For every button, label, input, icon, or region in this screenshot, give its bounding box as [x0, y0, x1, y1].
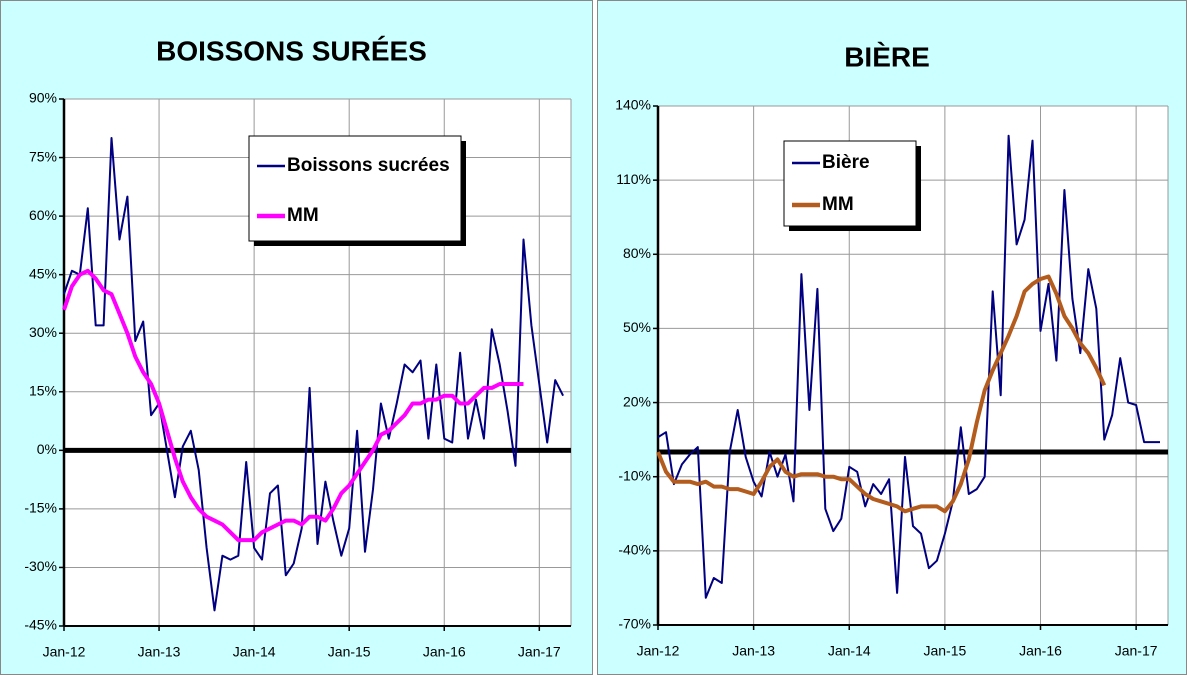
y-tick-label: 75% — [29, 148, 57, 164]
series-line — [63, 137, 564, 612]
y-tick-label: -15% — [24, 500, 57, 516]
y-tick-label: 50% — [623, 319, 651, 335]
x-tick-label: Jan-16 — [423, 644, 466, 660]
y-tick-label: 30% — [29, 324, 57, 340]
y-tick-label: -70% — [618, 616, 651, 632]
y-tick-label: 0% — [37, 441, 57, 457]
legend-box — [248, 135, 462, 242]
panel: BIÈRE -70% -40% -10% 20% 50% 80% 110% 140% Jan-12… — [597, 0, 1187, 675]
x-tick-label: Jan-12 — [637, 643, 680, 659]
legend: Boissons sucrées MM — [248, 135, 466, 246]
y-tick-label: 45% — [29, 265, 57, 281]
series-line — [656, 274, 1107, 514]
legend-box — [783, 140, 917, 227]
x-tick-label: Jan-16 — [1019, 643, 1062, 659]
chart-title: BOISSONS SURÉES — [156, 35, 427, 66]
panel: BOISSONS SURÉES -45% -30% -15% 0% 15% 30% 45% 60… — [0, 0, 593, 675]
x-tick-label: Jan-12 — [43, 644, 86, 660]
series-line — [62, 268, 524, 543]
x-tick-label: Jan-14 — [233, 644, 276, 660]
x-tick-label: Jan-17 — [518, 644, 561, 660]
x-tick-label: Jan-13 — [138, 644, 181, 660]
x-tick-label: Jan-17 — [1115, 643, 1158, 659]
y-tick-label: 20% — [623, 393, 651, 409]
legend-label: Boissons sucrées — [287, 155, 450, 176]
series-line — [657, 134, 1160, 599]
chart: BOISSONS SURÉES -45% -30% -15% 0% 15% 30% 45% 60… — [24, 35, 572, 660]
chart-title: BIÈRE — [844, 41, 930, 72]
x-tick-label: Jan-13 — [732, 643, 775, 659]
chart: BIÈRE -70% -40% -10% 20% 50% 80% 110% 140% Jan-12… — [615, 41, 1169, 659]
legend-label: Bière — [822, 152, 870, 173]
y-tick-label: 60% — [29, 207, 57, 223]
y-tick-label: -10% — [618, 467, 651, 483]
x-tick-label: Jan-15 — [923, 643, 966, 659]
y-tick-label: -45% — [24, 617, 57, 633]
y-tick-label: -30% — [24, 558, 57, 574]
x-tick-label: Jan-15 — [328, 644, 371, 660]
legend: Bière MM — [783, 140, 921, 231]
y-tick-label: 110% — [616, 171, 651, 187]
y-tick-label: 80% — [623, 245, 651, 261]
x-tick-label: Jan-14 — [828, 643, 871, 659]
y-tick-label: 140% — [615, 97, 651, 113]
y-tick-label: -40% — [618, 542, 651, 558]
legend-label: MM — [822, 194, 854, 215]
y-tick-label: 90% — [29, 90, 57, 106]
y-tick-label: 15% — [29, 382, 57, 398]
legend-label: MM — [287, 205, 319, 226]
